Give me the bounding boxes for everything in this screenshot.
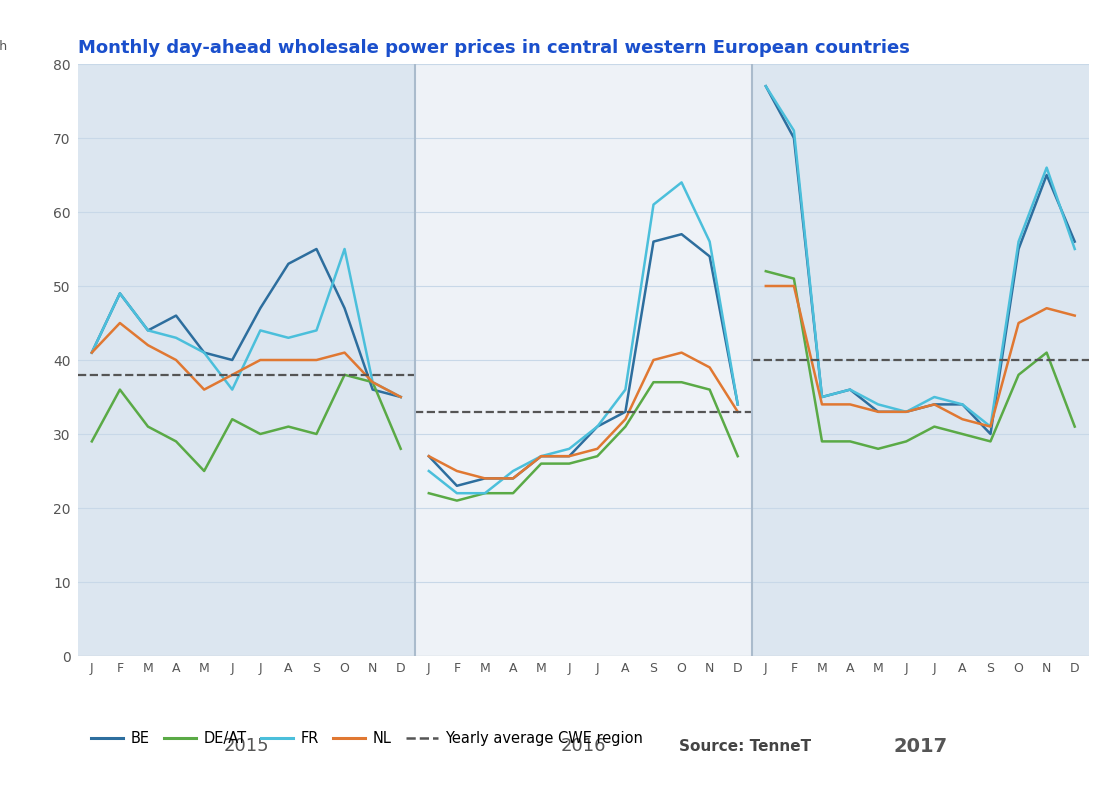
Text: €/MWh: €/MWh (0, 39, 7, 52)
Bar (752, 64, 1089, 656)
Bar (78, 64, 414, 656)
Text: Source: TenneT: Source: TenneT (679, 739, 811, 754)
Legend: BE, DE/AT, FR, NL, Yearly average CWE region: BE, DE/AT, FR, NL, Yearly average CWE re… (86, 726, 649, 752)
Text: 2017: 2017 (893, 738, 948, 757)
Text: 2016: 2016 (561, 738, 605, 755)
Bar (414, 64, 752, 656)
Text: 2015: 2015 (223, 738, 269, 755)
Text: Monthly day-ahead wholesale power prices in central western European countries: Monthly day-ahead wholesale power prices… (78, 39, 910, 57)
